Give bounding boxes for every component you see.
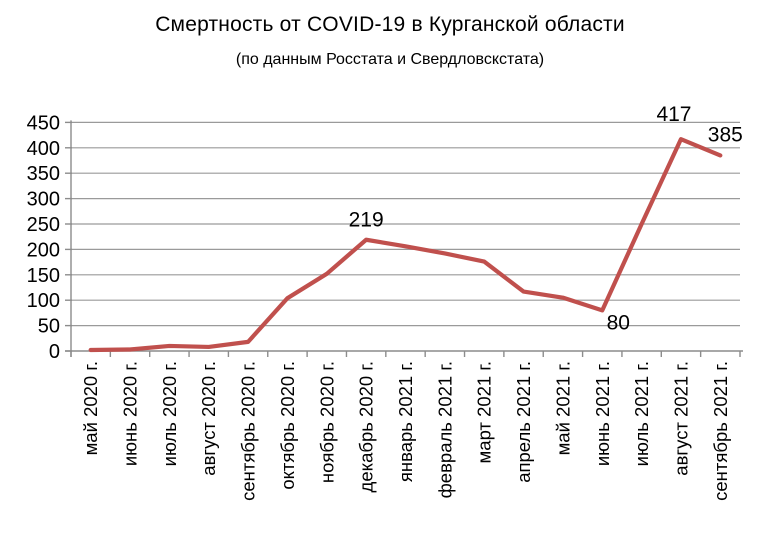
y-axis-tick-label: 250: [27, 214, 60, 236]
y-axis-tick-label: 50: [38, 316, 60, 338]
y-axis-tick-label: 200: [27, 239, 60, 261]
y-axis-tick-label: 300: [27, 189, 60, 211]
data-series-line: [88, 137, 723, 353]
y-axis-tick-label: 450: [27, 112, 60, 134]
x-axis-tick-label: февраль 2021 г.: [434, 361, 455, 498]
x-axis-tick-label: август 2020 г.: [198, 361, 219, 476]
x-axis-tick-label: сентябрь 2020 г.: [238, 361, 259, 501]
data-point-label: 219: [349, 209, 384, 232]
y-axis-tick-label: 0: [49, 341, 60, 363]
x-axis-tick-label: сентябрь 2021 г.: [710, 361, 731, 501]
x-axis-tick-label: июнь 2020 г.: [120, 361, 141, 466]
chart-title: Смертность от COVID-19 в Курганской обла…: [155, 13, 625, 36]
x-axis-tick-label: июнь 2021 г.: [592, 361, 613, 466]
y-axis-tick-label: 400: [27, 138, 60, 160]
data-point-label: 385: [708, 123, 743, 146]
chart-subtitle: (по данным Росстата и Свердловскстата): [235, 51, 545, 68]
x-axis-tick-label: июль 2021 г.: [631, 361, 652, 466]
data-point-label: 80: [607, 311, 630, 334]
x-axis-tick-label: март 2021 г.: [474, 361, 495, 463]
x-axis-tick-label: май 2021 г.: [552, 361, 573, 455]
x-axis-tick-label: август 2021 г.: [670, 361, 691, 476]
x-axis-tick-label: январь 2021 г.: [395, 361, 416, 482]
data-point-label: 417: [656, 103, 691, 126]
x-axis-tick-label: ноябрь 2020 г.: [316, 361, 337, 483]
y-axis-tick-label: 100: [27, 290, 60, 312]
x-axis-tick-label: май 2020 г.: [80, 361, 101, 455]
x-axis-tick-label: декабрь 2020 г.: [356, 361, 377, 492]
y-axis-tick-label: 350: [27, 163, 60, 185]
y-axis-tick-label: 150: [27, 265, 60, 287]
x-axis-tick-label: апрель 2021 г.: [513, 361, 534, 483]
x-axis-tick-label: июль 2020 г.: [159, 361, 180, 466]
x-axis-tick-label: октябрь 2020 г.: [277, 361, 298, 490]
